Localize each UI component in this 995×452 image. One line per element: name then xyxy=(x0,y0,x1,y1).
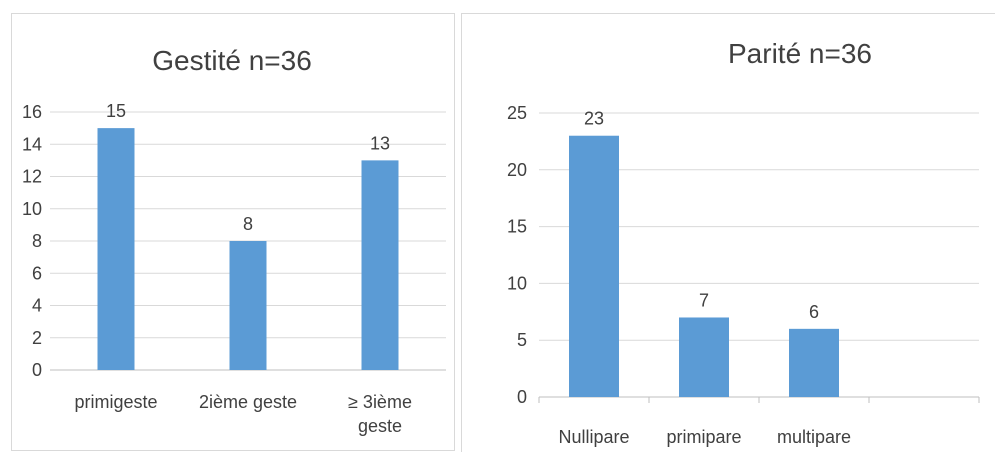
y-tick-label: 0 xyxy=(32,360,42,380)
data-label: 6 xyxy=(809,302,819,322)
y-tick-label: 0 xyxy=(517,387,527,407)
data-label: 7 xyxy=(699,290,709,310)
y-tick-label: 16 xyxy=(22,102,42,122)
data-label: 8 xyxy=(243,214,253,234)
gestite-chart: Gestité n=36 0 2 4 6 8 10 12 14 16 15 primigeste 8 2i… xyxy=(11,13,455,451)
bar xyxy=(361,160,399,370)
bar xyxy=(229,241,267,370)
bar xyxy=(569,135,619,397)
y-tick-label: 25 xyxy=(507,103,527,123)
y-tick-label: 12 xyxy=(22,167,42,187)
chart-border xyxy=(11,13,455,451)
chart-title: Parité n=36 xyxy=(728,38,872,69)
bar xyxy=(789,328,839,397)
x-category-label: primipare xyxy=(666,427,741,447)
y-tick-label: 14 xyxy=(22,134,42,154)
y-tick-label: 8 xyxy=(32,231,42,251)
data-label: 15 xyxy=(106,101,126,121)
y-tick-label: 2 xyxy=(32,328,42,348)
bar xyxy=(679,317,729,397)
y-tick-label: 4 xyxy=(32,296,42,316)
y-tick-label: 10 xyxy=(507,273,527,293)
y-tick-label: 20 xyxy=(507,160,527,180)
data-label: 13 xyxy=(370,133,390,153)
bar xyxy=(97,128,135,370)
x-category-label: multipare xyxy=(777,427,851,447)
y-tick-label: 15 xyxy=(507,217,527,237)
chart-panel-gestite: Gestité n=36 0 2 4 6 8 10 12 14 16 15 primigeste 8 2i… xyxy=(0,0,456,452)
y-tick-label: 6 xyxy=(32,263,42,283)
y-tick-label: 10 xyxy=(22,199,42,219)
x-category-label: 2ième geste xyxy=(199,392,297,412)
x-category-label: geste xyxy=(358,416,402,436)
parite-chart: Parité n=36 0 5 10 15 20 25 23 Nullipare 7 primipa… xyxy=(461,13,995,452)
chart-title: Gestité n=36 xyxy=(152,45,312,76)
x-category-label: Nullipare xyxy=(558,427,629,447)
x-category-label: primigeste xyxy=(74,392,157,412)
x-category-label: ≥ 3ième xyxy=(348,392,412,412)
data-label: 23 xyxy=(584,109,604,129)
chart-panel-parite: Parité n=36 0 5 10 15 20 25 23 Nullipare 7 primipa… xyxy=(461,0,995,452)
y-tick-label: 5 xyxy=(517,330,527,350)
